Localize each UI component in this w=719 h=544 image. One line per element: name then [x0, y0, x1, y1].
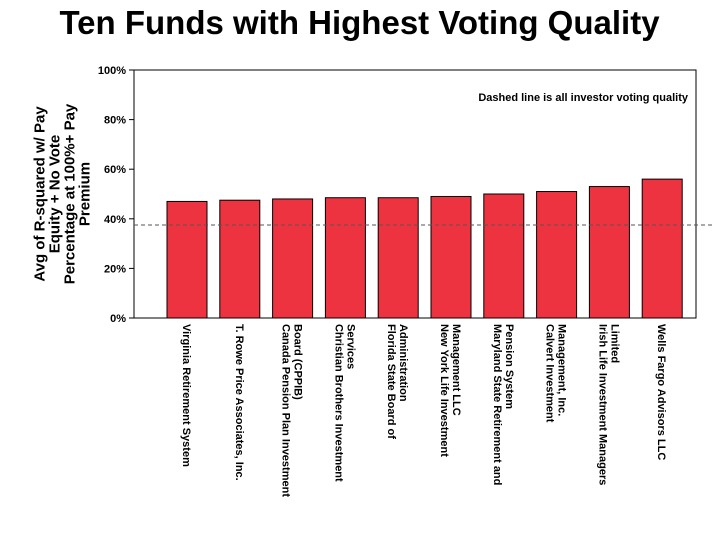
- category-label-line: Irish Life Investment Managers: [596, 324, 608, 485]
- y-tick-label: 100%: [98, 65, 126, 77]
- y-axis-label-line: Percentage at 100%+ Pay: [62, 103, 79, 284]
- category-label-line: Wells Fargo Advisors LLC: [655, 324, 667, 460]
- category-label-line: Limited: [608, 324, 620, 363]
- category-label: New York Life Investment Management LLC: [438, 324, 462, 457]
- category-label: Christian Brothers Investment Services: [332, 324, 356, 482]
- category-label-line: Administration: [397, 324, 409, 402]
- y-axis-ticks: 0% 20% 40% 60% 80% 100%: [98, 65, 134, 325]
- category-label-line: Maryland State Retirement and: [491, 324, 503, 485]
- category-label-line: New York Life Investment: [438, 324, 450, 457]
- category-label-line: Florida State Board of: [385, 324, 397, 439]
- category-label-line: Services: [344, 324, 356, 369]
- category-labels: Virginia Retirement System T. Rowe Price …: [180, 324, 667, 497]
- y-tick-label: 20%: [104, 263, 126, 275]
- category-label: Calvert Investment Management, Inc.: [544, 324, 568, 423]
- bars: [166, 178, 683, 319]
- category-label-line: Virginia Retirement System: [180, 324, 192, 467]
- chart-title: Ten Funds with Highest Voting Quality: [59, 4, 660, 41]
- y-tick-label: 40%: [104, 214, 126, 226]
- category-label-line: Management LLC: [450, 324, 462, 416]
- y-tick-label: 0%: [110, 313, 126, 325]
- bar: [377, 197, 419, 319]
- y-axis-label-line: Avg of R-squared w/ Pay: [32, 106, 49, 282]
- category-label-line: Christian Brothers Investment: [332, 324, 344, 482]
- category-label: Florida State Board of Administration: [385, 324, 409, 439]
- bar: [483, 193, 525, 319]
- category-label-line: Management, Inc.: [556, 324, 568, 416]
- category-label: Virginia Retirement System: [180, 324, 192, 467]
- bar: [272, 198, 314, 319]
- category-label-line: T. Rowe Price Associates, Inc.: [233, 324, 245, 481]
- bar: [166, 200, 208, 319]
- y-axis-label-line: Premium: [77, 162, 94, 226]
- y-tick-label: 80%: [104, 115, 126, 127]
- category-label: T. Rowe Price Associates, Inc.: [233, 324, 245, 481]
- category-label: Maryland State Retirement and Pension Sys…: [491, 324, 515, 485]
- bar: [430, 195, 472, 319]
- category-label: Wells Fargo Advisors LLC: [655, 324, 667, 460]
- category-label-line: Board (CPPIB): [292, 324, 304, 400]
- bar: [588, 186, 630, 319]
- bar: [324, 197, 366, 319]
- category-label: Irish Life Investment Managers Limited: [596, 324, 620, 485]
- y-tick-label: 60%: [104, 164, 126, 176]
- chart-annotation: Dashed line is all investor voting quali…: [478, 92, 689, 104]
- category-label-line: Canada Pension Plan Investment: [280, 324, 292, 497]
- bar: [536, 191, 578, 319]
- bar: [641, 178, 683, 319]
- bar: [219, 199, 261, 319]
- category-label-line: Pension System: [503, 324, 515, 409]
- category-label: Canada Pension Plan Investment Board (CPP…: [280, 324, 304, 497]
- category-label-line: Calvert Investment: [544, 324, 556, 423]
- y-axis-label-line: Equity + No Vote: [47, 135, 64, 253]
